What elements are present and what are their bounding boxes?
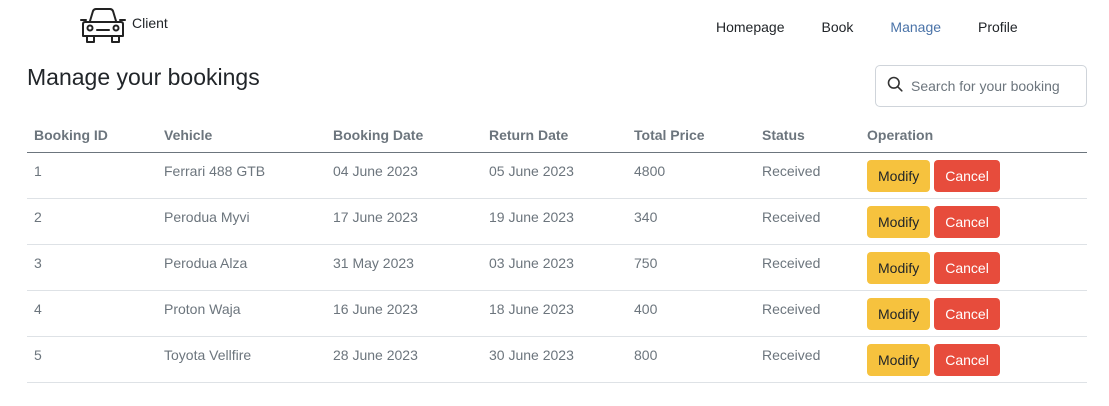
cell-vehicle: Perodua Myvi [157,198,326,245]
cell-operation: Modify Cancel [860,244,1087,291]
cell-total-price: 750 [627,244,755,291]
nav-book[interactable]: Book [821,19,854,35]
table-row: 3 Perodua Alza 31 May 2023 03 June 2023 … [27,244,1087,291]
cell-vehicle: Toyota Vellfire [157,336,326,383]
cell-status: Received [755,152,860,199]
cell-status: Received [755,198,860,245]
cell-booking-id: 1 [27,152,157,199]
table-row: 5 Toyota Vellfire 28 June 2023 30 June 2… [27,336,1087,383]
cell-total-price: 340 [627,198,755,245]
table-row: 1 Ferrari 488 GTB 04 June 2023 05 June 2… [27,152,1087,199]
cell-return-date: 30 June 2023 [482,336,627,383]
cell-vehicle: Ferrari 488 GTB [157,152,326,199]
modify-button[interactable]: Modify [867,205,931,238]
cancel-button[interactable]: Cancel [934,251,1000,284]
table-row: 2 Perodua Myvi 17 June 2023 19 June 2023… [27,198,1087,245]
cell-return-date: 03 June 2023 [482,244,627,291]
cell-return-date: 05 June 2023 [482,152,627,199]
header-status: Status [755,118,860,153]
cancel-button[interactable]: Cancel [934,297,1000,330]
cell-operation: Modify Cancel [860,152,1087,199]
header-booking-id: Booking ID [27,118,157,153]
cell-booking-date: 31 May 2023 [326,244,482,291]
car-icon [80,6,126,46]
cell-return-date: 19 June 2023 [482,198,627,245]
modify-button[interactable]: Modify [867,251,931,284]
cell-operation: Modify Cancel [860,336,1087,383]
search-icon [876,76,903,97]
modify-button[interactable]: Modify [867,343,931,376]
cell-total-price: 400 [627,290,755,337]
cell-operation: Modify Cancel [860,290,1087,337]
cell-operation: Modify Cancel [860,198,1087,245]
cell-return-date: 18 June 2023 [482,290,627,337]
cell-booking-date: 04 June 2023 [326,152,482,199]
cell-status: Received [755,244,860,291]
cell-total-price: 4800 [627,152,755,199]
bookings-table-wrapper: Booking ID Vehicle Booking Date Return D… [27,118,1087,383]
cell-vehicle: Perodua Alza [157,244,326,291]
search-box[interactable] [875,65,1087,107]
bookings-table: Booking ID Vehicle Booking Date Return D… [27,118,1087,383]
cancel-button[interactable]: Cancel [934,343,1000,376]
cell-booking-id: 4 [27,290,157,337]
header-vehicle: Vehicle [157,118,326,153]
search-input[interactable] [911,78,1081,94]
cell-status: Received [755,336,860,383]
table-row: 4 Proton Waja 16 June 2023 18 June 2023 … [27,290,1087,337]
cell-booking-date: 28 June 2023 [326,336,482,383]
page-title: Manage your bookings [27,64,260,90]
modify-button[interactable]: Modify [867,297,931,330]
cell-total-price: 800 [627,336,755,383]
cell-booking-id: 2 [27,198,157,245]
brand[interactable]: Client [80,6,168,46]
table-header-row: Booking ID Vehicle Booking Date Return D… [27,118,1087,153]
cell-booking-id: 5 [27,336,157,383]
main-nav: Homepage Book Manage Profile [700,17,1055,37]
cell-vehicle: Proton Waja [157,290,326,337]
nav-manage[interactable]: Manage [890,19,942,35]
nav-profile[interactable]: Profile [978,19,1018,35]
header-booking-date: Booking Date [326,118,482,153]
header-operation: Operation [860,118,1087,153]
cell-booking-date: 17 June 2023 [326,198,482,245]
cancel-button[interactable]: Cancel [934,205,1000,238]
header-total-price: Total Price [627,118,755,153]
header-return-date: Return Date [482,118,627,153]
cancel-button[interactable]: Cancel [934,159,1000,192]
cell-booking-id: 3 [27,244,157,291]
brand-label: Client [132,15,168,31]
cell-status: Received [755,290,860,337]
nav-homepage[interactable]: Homepage [716,19,785,35]
modify-button[interactable]: Modify [867,159,931,192]
cell-booking-date: 16 June 2023 [326,290,482,337]
